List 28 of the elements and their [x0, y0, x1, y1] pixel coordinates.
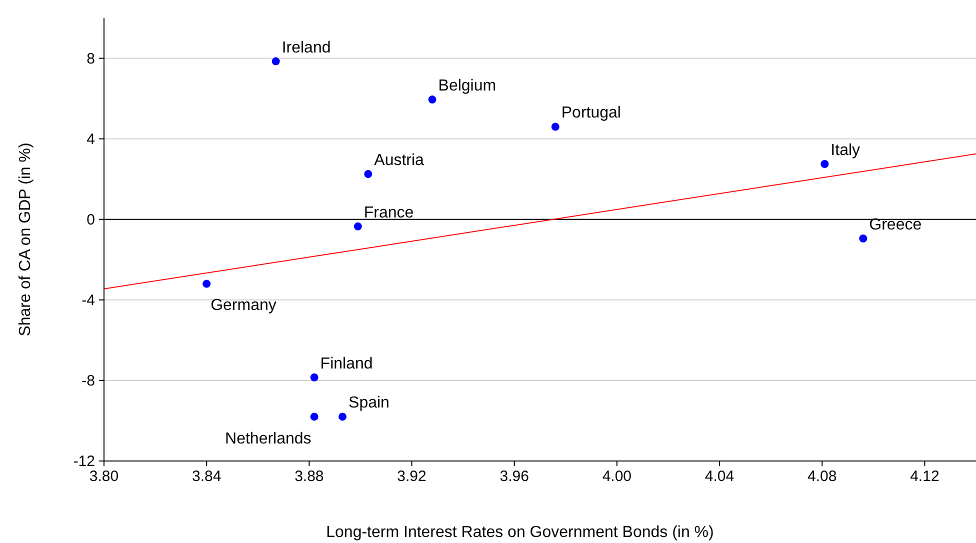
y-tick-label: -8 [82, 372, 95, 390]
annotation: Austria [374, 152, 424, 170]
x-tick-label: 4.00 [602, 468, 632, 485]
x-tick-label: 3.84 [192, 468, 222, 485]
annotation: Italy [830, 142, 860, 159]
annotation: Netherlands [225, 430, 312, 448]
x-tick-label: 3.96 [500, 468, 529, 485]
x-tick-label: 4.12 [910, 468, 940, 485]
y-tick-label: -12 [73, 453, 95, 470]
annotation: Germany [210, 296, 276, 314]
annotation: Spain [348, 394, 390, 412]
y-axis-title: Share of CA on GDP (in %) [17, 142, 34, 336]
x-axis-title: Long-term Interest Rates on Government Bonds (in %) [326, 524, 714, 541]
annotation: Portugal [561, 104, 621, 122]
x-tick-label: 3.80 [89, 468, 119, 485]
annotation: Ireland [282, 39, 331, 56]
y-tick-label: -4 [82, 292, 95, 309]
x-tick-label: 3.92 [397, 468, 426, 485]
y-tick-label: 4 [86, 130, 95, 148]
x-tick-label: 4.04 [704, 468, 734, 485]
x-tick-label: 4.08 [808, 468, 837, 485]
annotation: Belgium [438, 78, 496, 95]
annotation: Greece [869, 216, 922, 234]
annotation: France [364, 204, 414, 222]
annotation: Finland [320, 355, 373, 372]
y-tick-label: 8 [86, 50, 95, 68]
y-tick-label: 0 [86, 211, 95, 228]
x-tick-label: 3.88 [294, 468, 324, 485]
